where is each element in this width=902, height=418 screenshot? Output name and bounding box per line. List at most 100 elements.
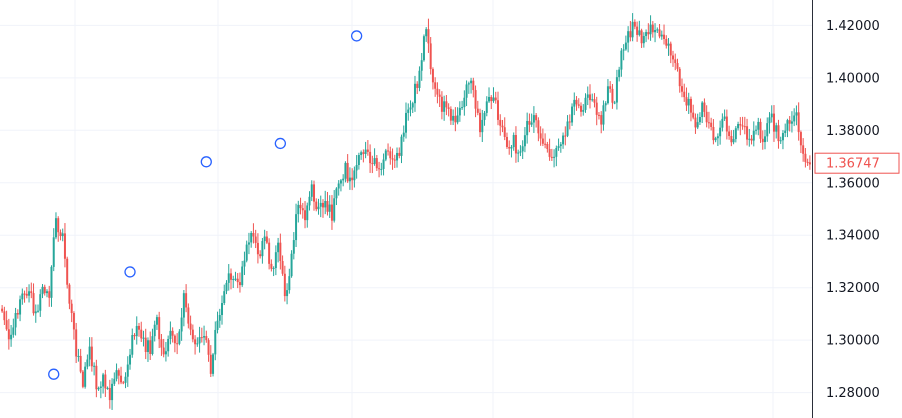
candle-down — [636, 26, 639, 35]
candle-down — [548, 149, 551, 157]
candle-up — [178, 331, 181, 344]
candle-down — [595, 102, 598, 115]
candle-up — [573, 99, 576, 107]
candle-up — [218, 315, 221, 321]
candle-down — [158, 317, 161, 340]
candle-up — [146, 340, 149, 353]
candle-up — [353, 170, 356, 181]
candle-up — [559, 144, 562, 147]
candle-down — [472, 80, 475, 91]
candle-down — [108, 387, 111, 401]
candle-up — [467, 83, 470, 85]
candle-up — [687, 98, 690, 106]
candle-up — [272, 268, 275, 270]
candle-down — [597, 114, 600, 116]
candle-up — [766, 123, 769, 137]
candle-down — [137, 325, 140, 330]
candle-up — [425, 29, 428, 37]
candle-up — [732, 139, 735, 143]
candle-down — [663, 34, 666, 39]
trade-marker[interactable] — [200, 156, 212, 168]
candle-up — [582, 109, 585, 112]
candle-up — [517, 152, 520, 154]
candle-down — [315, 201, 318, 210]
candle-up — [793, 115, 796, 122]
candle-down — [434, 82, 437, 89]
candle-up — [155, 317, 158, 325]
trade-marker[interactable] — [124, 266, 136, 278]
candle-up — [492, 97, 495, 102]
candle-down — [256, 242, 259, 255]
candle-up — [250, 232, 253, 243]
candle-down — [501, 125, 504, 128]
candle-down — [301, 208, 304, 211]
candle-down — [802, 145, 805, 154]
candle-up — [698, 117, 701, 123]
candle-down — [496, 100, 499, 120]
candle-down — [378, 168, 381, 170]
candle-up — [308, 196, 311, 206]
candle-down — [207, 340, 210, 355]
last-price-label: 1.36747 — [826, 157, 880, 172]
candle-up — [481, 119, 484, 133]
candle-up — [530, 122, 533, 125]
candle-up — [571, 106, 574, 123]
candle-down — [703, 102, 706, 112]
candle-up — [310, 184, 313, 197]
candle-up — [526, 120, 529, 136]
candle-up — [532, 115, 535, 123]
candle-up — [382, 159, 385, 169]
candle-up — [288, 276, 291, 291]
trade-marker[interactable] — [350, 30, 363, 42]
candle-up — [337, 183, 340, 189]
candle-down — [57, 218, 60, 233]
candle-down — [265, 236, 268, 243]
candle-down — [454, 115, 457, 123]
candle-down — [362, 152, 365, 154]
candle-down — [759, 121, 762, 139]
candle-down — [140, 329, 143, 339]
candle-up — [483, 112, 486, 120]
candle-down — [187, 307, 190, 324]
price-axis[interactable]: 1.42000 1.40000 1.38000 1.36000 1.34000 1.320… — [812, 0, 880, 418]
candle-down — [514, 135, 517, 154]
candle-up — [458, 107, 461, 116]
candle-up — [342, 178, 345, 181]
candle-up — [407, 109, 410, 113]
trade-marker[interactable] — [48, 368, 60, 380]
candle-down — [672, 55, 675, 60]
candle-up — [106, 387, 109, 389]
candle-up — [61, 233, 64, 237]
candle-up — [638, 30, 641, 35]
candle-up — [151, 336, 154, 355]
trade-marker[interactable] — [274, 137, 287, 150]
candle-up — [737, 124, 740, 129]
candle-up — [344, 162, 347, 179]
candle-down — [229, 273, 232, 280]
candle-down — [326, 201, 329, 212]
candle-down — [476, 108, 479, 113]
candle-up — [784, 130, 787, 134]
candle-up — [723, 116, 726, 119]
candle-down — [651, 24, 654, 33]
candle-up — [225, 282, 228, 292]
candle-down — [580, 105, 583, 112]
candle-up — [631, 21, 634, 38]
candle-up — [212, 354, 215, 374]
candle-up — [667, 43, 670, 46]
candle-up — [422, 36, 425, 61]
candle-up — [335, 188, 338, 199]
candle-up — [261, 241, 264, 257]
candle-up — [521, 146, 524, 152]
candle-up — [604, 103, 607, 106]
candle-up — [46, 291, 48, 294]
candle-down — [133, 335, 136, 337]
y-tick-label: 1.38000 — [826, 124, 880, 139]
candle-down — [535, 115, 538, 121]
candle-up — [786, 120, 789, 131]
candle-up — [28, 291, 31, 296]
candle-down — [577, 104, 580, 106]
candle-down — [371, 163, 374, 165]
